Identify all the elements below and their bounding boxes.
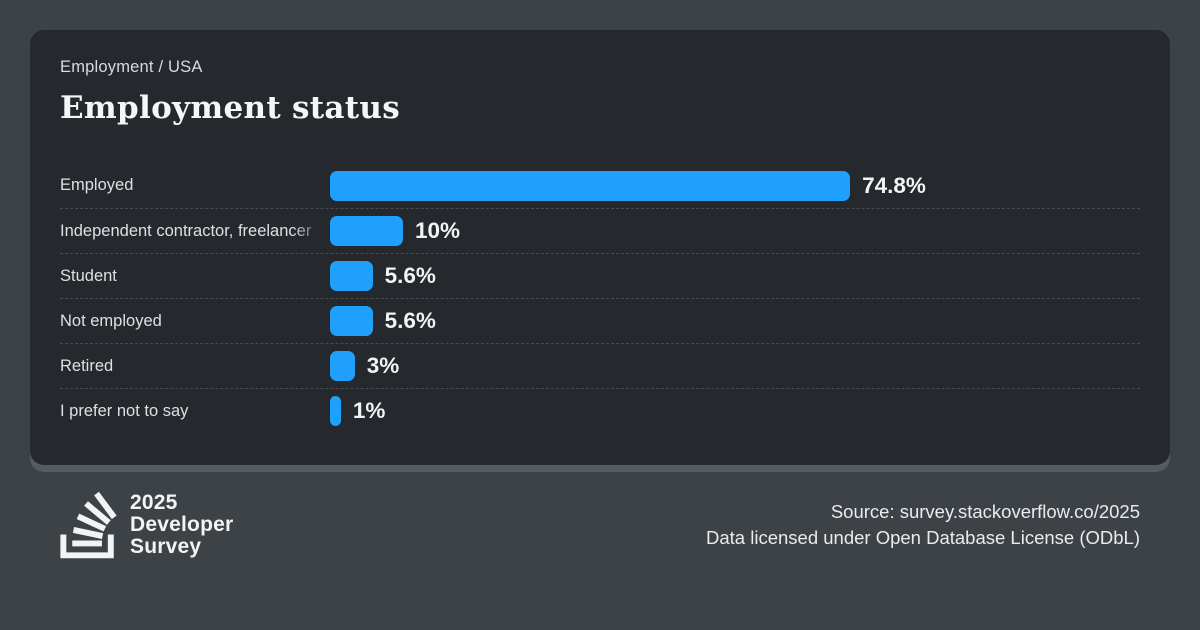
bar-row: Not employed 5.6% [60,298,1140,343]
bar-label: Student [60,266,117,285]
bar-label: Not employed [60,311,162,330]
bar-track: 5.6% [330,306,436,336]
bar[interactable] [330,216,403,246]
brand-line-survey: Survey [130,535,202,558]
stackoverflow-logo-icon [60,491,117,559]
bar-chart: Employed 74.8% Independent contractor, fre… [60,163,1140,433]
bar-value: 1% [352,398,386,423]
bar-label: Retired [60,356,114,375]
source-url: Source: survey.stackoverflow.co/2025 [830,501,1140,522]
bar-label: Independent contractor, freelancer [60,221,312,240]
chart-card: Employment / USA Employment status Emplo… [30,30,1170,465]
breadcrumb: Employment / USA [60,58,203,76]
footer: 2025 Developer Survey Source: survey.sta… [0,487,1200,563]
source-license: Data licensed under Open Database Licens… [706,527,1140,548]
bar[interactable] [330,170,851,201]
source-attribution: Source: survey.stackoverflow.co/2025 Dat… [706,499,1140,551]
bar[interactable] [330,396,341,426]
brand-text: 2025 Developer Survey [130,492,233,558]
bar[interactable] [330,261,373,291]
bar[interactable] [330,306,373,336]
bar-label: Employed [60,176,134,194]
bar-value: 74.8% [862,172,926,198]
bar-track: 10% [330,216,460,246]
bar-row: Employed 74.8% [60,163,1140,208]
bar-track: 3% [330,351,399,381]
brand-line-developer: Developer [130,513,234,536]
bar-track: 74.8% [330,170,926,201]
bar-track: 1% [330,396,385,426]
bar-row: I prefer not to say 1% [60,388,1140,433]
bar-label: I prefer not to say [60,401,189,420]
bar-track: 5.6% [330,261,436,291]
bar-value: 10% [415,218,461,243]
page-title: Employment status [60,90,401,126]
bar-value: 5.6% [384,308,436,333]
brand-line-year: 2025 [130,491,178,514]
bar-row: Retired 3% [60,343,1140,388]
bar-value: 3% [366,353,400,378]
bar-row: Independent contractor, freelancer 10% [60,208,1140,253]
bar[interactable] [330,351,355,381]
bar-value: 5.6% [384,263,436,288]
brand: 2025 Developer Survey [60,487,233,563]
bar-row: Student 5.6% [60,253,1140,298]
